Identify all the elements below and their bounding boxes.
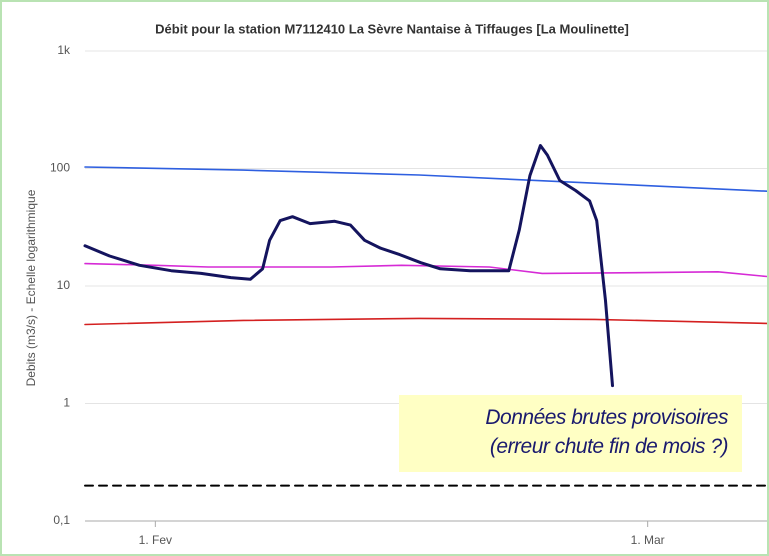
annotation-line: (erreur chute fin de mois ?) bbox=[489, 435, 729, 458]
y-tick-label: 10 bbox=[57, 278, 71, 292]
series-line bbox=[84, 262, 767, 278]
x-tick-label: 1. Fev bbox=[139, 533, 172, 547]
series-line bbox=[84, 166, 767, 193]
y-tick-label: 1k bbox=[57, 43, 71, 57]
y-axis-label: Debits (m3/s) - Echelle logarithmique bbox=[24, 189, 38, 386]
annotation: Données brutes provisoires (erreur chute… bbox=[399, 395, 742, 472]
annotation-line: Données brutes provisoires bbox=[485, 406, 728, 429]
y-tick-label: 100 bbox=[50, 161, 70, 175]
series-line bbox=[83, 144, 614, 388]
x-tick-label: 1. Mar bbox=[631, 533, 665, 547]
y-tick-label: 0,1 bbox=[53, 513, 70, 527]
y-tick-label: 1 bbox=[63, 396, 70, 410]
chart-title: Débit pour la station M7112410 La Sèvre … bbox=[155, 21, 629, 36]
series-line bbox=[84, 317, 767, 326]
